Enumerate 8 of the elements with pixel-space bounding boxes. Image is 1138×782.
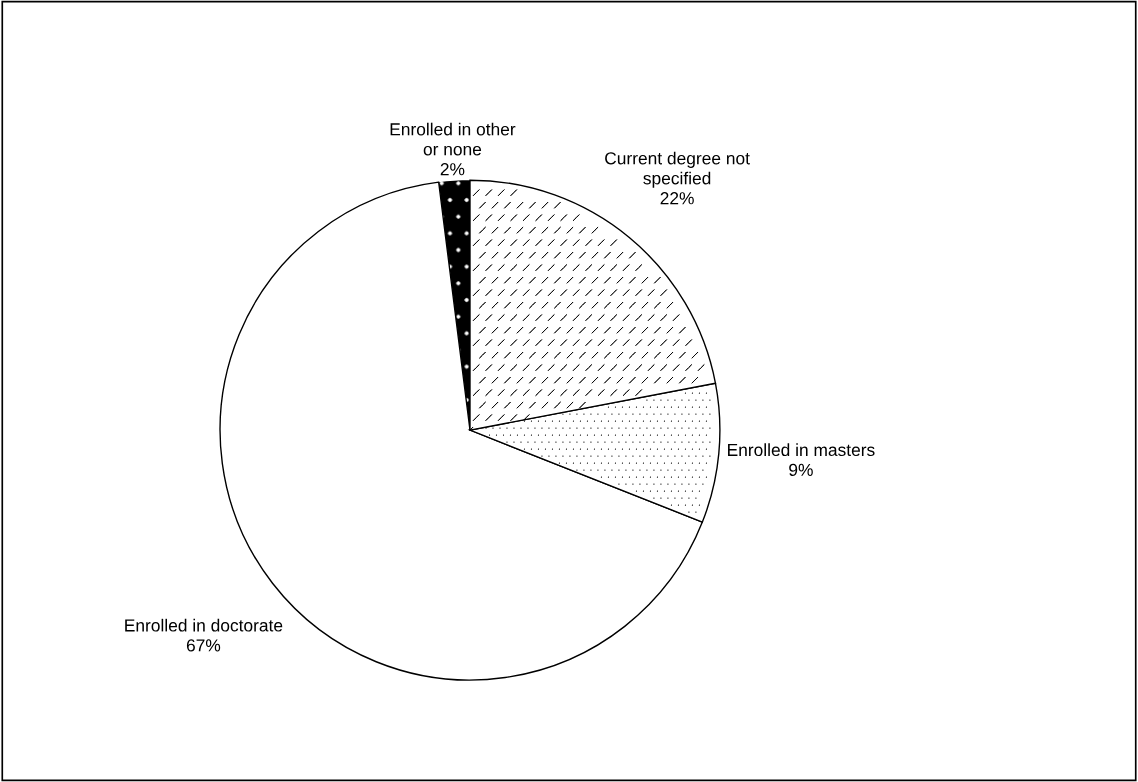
data-label: 67% (186, 639, 221, 652)
slice-label: Current degree not specified (605, 151, 750, 188)
data-label: 22% (660, 192, 694, 205)
slice-label: Enrolled in doctorate (125, 618, 283, 632)
data-label: 2% (440, 163, 465, 176)
slice-label: Enrolled in other or none (390, 122, 516, 156)
data-label: 9% (789, 463, 813, 477)
legend-label: Enrolled in masters (728, 443, 875, 457)
